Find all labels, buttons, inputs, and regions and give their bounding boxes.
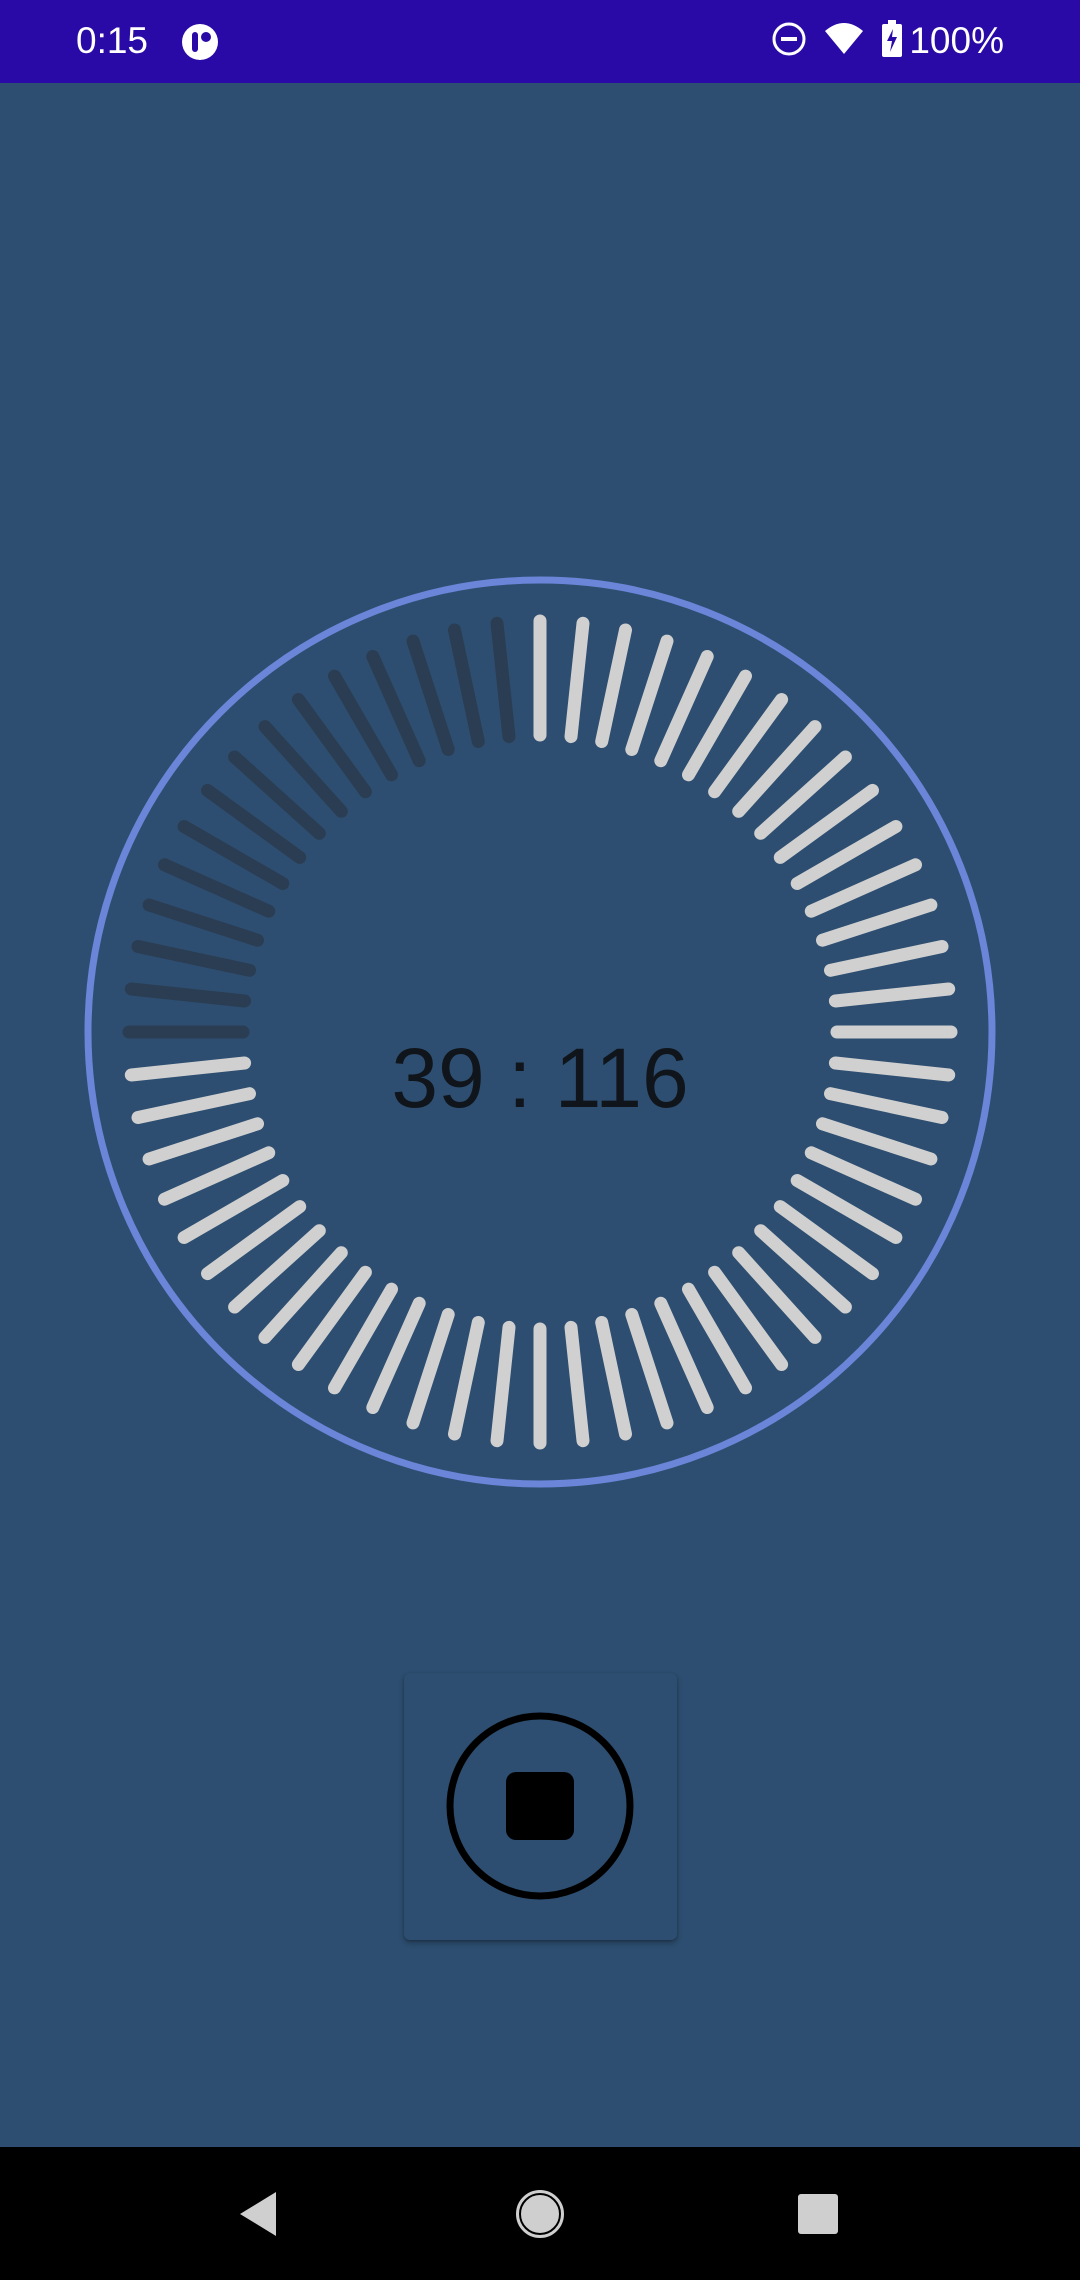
nav-back-button[interactable] [198,2147,318,2280]
tick-remaining [732,720,822,818]
tick-remaining [328,1282,398,1395]
tick-elapsed [177,820,290,890]
tick-elapsed [131,940,256,977]
nav-home-button[interactable] [480,2147,600,2280]
tick-remaining [595,1316,632,1441]
tick-remaining [790,1174,903,1244]
tick-remaining [448,1316,485,1441]
tick-remaining [708,1265,789,1371]
tick-remaining [824,940,949,977]
nav-recents-button[interactable] [758,2147,878,2280]
tick-remaining [158,1146,276,1206]
tick-elapsed [366,650,426,768]
tick-elapsed [291,693,372,799]
tick-remaining [773,1200,879,1281]
status-icons: 100% [771,18,1004,64]
tick-remaining [828,982,956,1008]
tick-remaining [564,616,590,744]
battery-percentage: 100% [909,20,1004,61]
tick-remaining [754,1224,852,1314]
timer-dial [84,576,996,1488]
tick-remaining [564,1320,590,1448]
tick-remaining [773,783,879,864]
do-not-disturb-icon [771,21,807,62]
tick-elapsed [328,669,398,782]
tick-remaining [732,1246,822,1344]
tick-remaining [790,820,903,890]
tick-remaining [816,1117,938,1166]
tick-remaining [177,1174,290,1244]
tick-remaining [816,898,938,947]
tick-remaining [595,623,632,748]
stop-button[interactable] [404,1673,677,1940]
tick-remaining [682,669,752,782]
tick-remaining [654,650,714,768]
home-icon [516,2189,564,2238]
tick-remaining [201,1200,307,1281]
status-time: 0:15 [76,20,149,61]
status-bar: 0:15 100% [0,0,1080,83]
navigation-bar [0,2147,1080,2280]
timer-ring [84,576,996,1488]
tick-remaining [682,1282,752,1395]
tick-remaining [142,1117,264,1166]
tick-elapsed [201,783,307,864]
tick-remaining [291,1265,372,1371]
app-notification-icon [180,22,220,62]
timer-ticks [122,614,958,1450]
stop-icon [446,1712,634,1900]
tick-remaining [804,858,922,918]
tick-remaining [366,1296,426,1414]
timer-display: 39 : 116 [391,1031,689,1125]
tick-remaining [708,693,789,799]
tick-remaining [625,634,674,756]
tick-remaining [804,1146,922,1206]
tick-remaining [754,750,852,840]
tick-elapsed [124,982,252,1008]
battery-charging-icon [881,19,903,63]
tick-remaining [490,1320,516,1448]
tick-remaining [258,1246,348,1344]
tick-elapsed [142,898,264,947]
tick-remaining [625,1308,674,1430]
back-icon [240,2191,276,2236]
tick-remaining [406,1308,455,1430]
tick-elapsed [406,634,455,756]
recents-icon [798,2193,838,2234]
tick-remaining [654,1296,714,1414]
tick-elapsed [258,720,348,818]
tick-remaining [828,1056,956,1082]
wifi-icon [823,21,865,62]
tick-remaining [124,1056,252,1082]
tick-elapsed [228,750,326,840]
tick-elapsed [158,858,276,918]
tick-elapsed [448,623,485,748]
tick-remaining [228,1224,326,1314]
tick-remaining [131,1087,256,1124]
tick-elapsed [490,616,516,744]
tick-remaining [824,1087,949,1124]
